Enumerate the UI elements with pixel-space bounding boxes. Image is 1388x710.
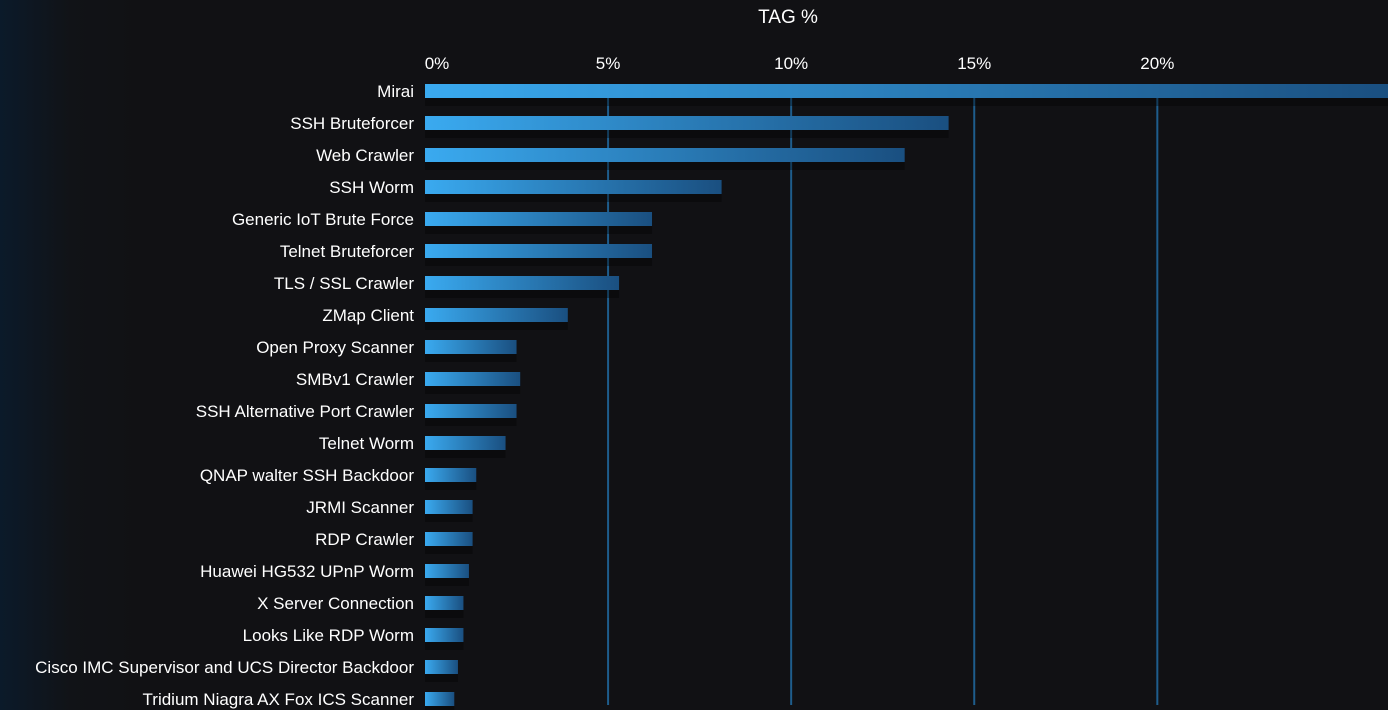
category-label: SSH Bruteforcer	[290, 114, 414, 133]
bar-cisco-imc-supervisor-and-ucs-director-backdoor	[425, 660, 458, 674]
category-label: Looks Like RDP Worm	[243, 626, 414, 645]
chart-title: TAG %	[758, 7, 818, 28]
bar-telnet-worm	[425, 436, 506, 450]
bars	[425, 84, 1388, 710]
category-label: TLS / SSL Crawler	[274, 274, 414, 293]
bar-looks-like-rdp-worm	[425, 628, 464, 642]
category-label: Telnet Worm	[319, 434, 414, 453]
bar-web-crawler	[425, 148, 905, 162]
bar-ssh-bruteforcer	[425, 116, 949, 130]
category-label: SMBv1 Crawler	[296, 370, 414, 389]
category-label: ZMap Client	[322, 306, 414, 325]
x-axis-ticks: 0% 5% 10% 15% 20%	[425, 54, 1175, 73]
grid-lines	[607, 95, 1159, 705]
bar-open-proxy-scanner	[425, 340, 517, 354]
x-tick-label: 15%	[957, 54, 991, 73]
x-tick-label: 0%	[425, 54, 450, 73]
bar-tls-ssl-crawler	[425, 276, 620, 290]
bar-jrmi-scanner	[425, 500, 473, 514]
bar-x-server-connection	[425, 596, 464, 610]
category-label: SSH Worm	[329, 178, 414, 197]
category-label: JRMI Scanner	[306, 498, 414, 517]
category-labels: Mirai SSH Bruteforcer Web Crawler SSH Worm G…	[35, 82, 414, 709]
category-label: X Server Connection	[257, 594, 414, 613]
bar-zmap-client	[425, 308, 568, 322]
category-label: Mirai	[377, 82, 414, 101]
category-label: Cisco IMC Supervisor and UCS Director Ba…	[35, 658, 414, 677]
bar-smbv1-crawler	[425, 372, 521, 386]
category-label: Tridium Niagra AX Fox ICS Scanner	[143, 690, 415, 709]
bar-tridium-niagra-ax-fox-ics-scanner	[425, 692, 455, 706]
category-label: Huawei HG532 UPnP Worm	[200, 562, 414, 581]
category-label: RDP Crawler	[315, 530, 414, 549]
x-tick-label: 20%	[1140, 54, 1174, 73]
bar-generic-iot-brute-force	[425, 212, 653, 226]
x-tick-label: 5%	[596, 54, 621, 73]
category-label: Web Crawler	[316, 146, 414, 165]
category-label: Generic IoT Brute Force	[232, 210, 414, 229]
category-label: SSH Alternative Port Crawler	[196, 402, 415, 421]
bar-qnap-walter-ssh-backdoor	[425, 468, 477, 482]
bar-ssh-worm	[425, 180, 722, 194]
bar-huawei-hg532-upnp-worm	[425, 564, 469, 578]
x-tick-label: 10%	[774, 54, 808, 73]
bar-ssh-alternative-port-crawler	[425, 404, 517, 418]
category-label: Open Proxy Scanner	[256, 338, 414, 357]
category-label: QNAP walter SSH Backdoor	[200, 466, 414, 485]
bar-mirai	[425, 84, 1388, 98]
category-label: Telnet Bruteforcer	[280, 242, 415, 261]
bar-telnet-bruteforcer	[425, 244, 653, 258]
bar-rdp-crawler	[425, 532, 473, 546]
